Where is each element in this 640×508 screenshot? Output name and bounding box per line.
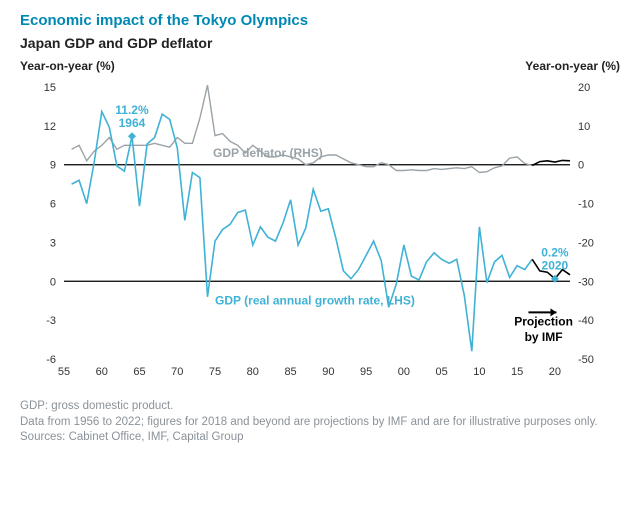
svg-text:00: 00 [398,366,410,378]
footer-line: GDP: gross domestic product. [20,399,620,415]
svg-text:-50: -50 [578,354,594,366]
svg-text:65: 65 [133,366,145,378]
svg-text:GDP deflator (RHS): GDP deflator (RHS) [213,146,323,160]
svg-text:2020: 2020 [542,259,569,273]
svg-text:70: 70 [171,366,183,378]
svg-text:80: 80 [247,366,259,378]
svg-text:60: 60 [96,366,108,378]
svg-text:-30: -30 [578,276,594,288]
svg-text:05: 05 [435,366,447,378]
svg-text:12: 12 [44,121,56,133]
svg-text:9: 9 [50,160,56,172]
y-axis-label-left: Year-on-year (%) [20,59,115,73]
chart-footer: GDP: gross domestic product. Data from 1… [20,399,620,446]
svg-text:by IMF: by IMF [525,330,563,344]
svg-text:-10: -10 [578,199,594,211]
svg-text:90: 90 [322,366,334,378]
svg-text:-3: -3 [46,315,56,327]
svg-text:3: 3 [50,237,56,249]
chart-title: Economic impact of the Tokyo Olympics [20,12,620,29]
chart-subtitle: Japan GDP and GDP deflator [20,35,620,51]
line-chart: -6-303691215-50-40-30-20-100102055606570… [20,73,616,393]
svg-text:10: 10 [578,121,590,133]
svg-text:55: 55 [58,366,70,378]
svg-text:-40: -40 [578,315,594,327]
footer-line: Data from 1956 to 2022; figures for 2018… [20,415,620,431]
svg-text:20: 20 [578,82,590,94]
svg-text:15: 15 [44,82,56,94]
svg-text:20: 20 [549,366,561,378]
svg-text:0: 0 [50,276,56,288]
svg-text:75: 75 [209,366,221,378]
svg-text:-6: -6 [46,354,56,366]
svg-text:6: 6 [50,199,56,211]
svg-text:11.2%: 11.2% [115,103,149,117]
svg-text:0: 0 [578,160,584,172]
svg-text:GDP (real annual growth rate,: GDP (real annual growth rate, LHS) [215,294,415,308]
svg-text:-20: -20 [578,237,594,249]
svg-text:0.2%: 0.2% [541,246,569,260]
footer-line: Sources: Cabinet Office, IMF, Capital Gr… [20,430,620,446]
svg-text:15: 15 [511,366,523,378]
svg-text:Projection: Projection [514,314,573,328]
svg-text:1964: 1964 [119,116,146,130]
svg-text:85: 85 [284,366,296,378]
y-axis-label-right: Year-on-year (%) [525,59,620,73]
svg-text:10: 10 [473,366,485,378]
svg-text:95: 95 [360,366,372,378]
